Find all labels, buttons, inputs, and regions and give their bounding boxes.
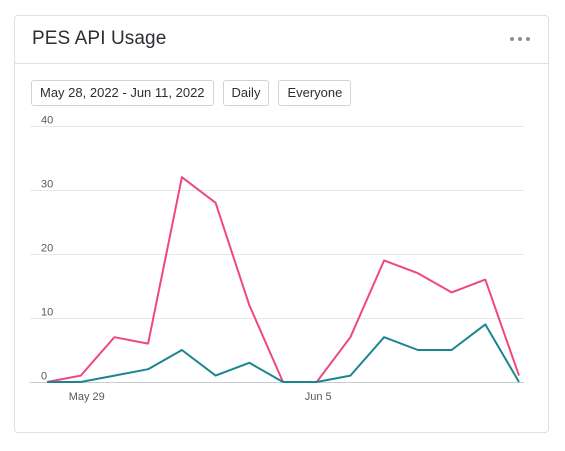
series-lines — [46, 176, 520, 383]
more-options-icon[interactable] — [509, 32, 531, 46]
x-tick-label: May 29 — [69, 391, 105, 403]
y-tick-label-0: 0 — [41, 371, 47, 383]
filter-bar: May 28, 2022 - Jun 11, 2022 Daily Everyo… — [31, 80, 352, 106]
card-header: PES API Usage — [15, 16, 548, 64]
date-range-button[interactable]: May 28, 2022 - Jun 11, 2022 — [31, 80, 214, 106]
y-tick-label-10: 10 — [41, 307, 53, 319]
grid-lines — [30, 126, 524, 383]
axis-labels: 0 10 20 30 40 May 29 Jun 5 — [41, 115, 332, 404]
y-tick-label-40: 40 — [41, 115, 53, 127]
x-tick-label: Jun 5 — [305, 391, 332, 403]
card-title: PES API Usage — [32, 28, 167, 49]
series-line-1 — [46, 176, 520, 383]
granularity-button[interactable]: Daily — [222, 80, 270, 106]
series-line-2 — [47, 323, 520, 383]
usage-card: PES API Usage May 28, 2022 - Jun 11, 202… — [14, 15, 549, 433]
y-tick-label-20: 20 — [41, 243, 53, 255]
audience-button[interactable]: Everyone — [278, 80, 352, 106]
y-tick-label-30: 30 — [41, 179, 53, 191]
